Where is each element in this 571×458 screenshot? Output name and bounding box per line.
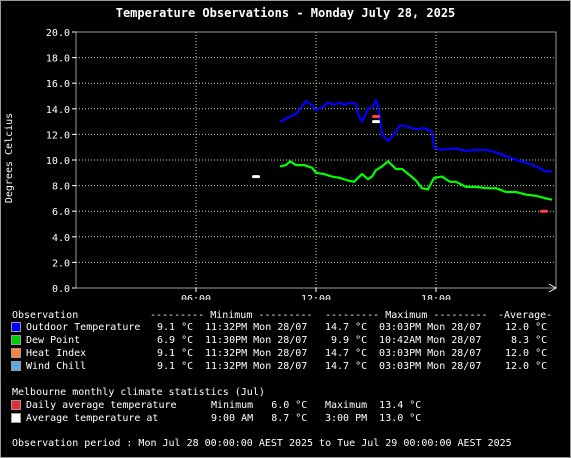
heat-index-swatch	[11, 348, 21, 358]
stats-avg: 8.3 °C	[511, 335, 548, 346]
outdoor-temperature-swatch	[11, 322, 21, 332]
stats-max: 14.7 °C	[325, 348, 368, 359]
y-tick-label: 4.0	[52, 233, 70, 244]
stats-label: Dew Point	[26, 335, 81, 346]
stats-min: 9.1 °C	[157, 322, 194, 333]
climate-heading: Melbourne monthly climate statistics (Ju…	[12, 387, 265, 398]
y-tick-label: 8.0	[52, 182, 70, 193]
dew-point-swatch	[11, 335, 21, 345]
stats-label: Wind Chill	[26, 361, 87, 372]
stats-min: 6.9 °C	[157, 335, 194, 346]
stats-max-time: 10:42AM Mon 28/07	[379, 335, 482, 346]
maximum-header: --------- Maximum ---------	[325, 310, 488, 321]
climate-label: Daily average temperature	[26, 400, 177, 411]
stats-avg: 12.0 °C	[505, 322, 548, 333]
minimum-header: --------- Minimum ---------	[150, 310, 313, 321]
climate-value-b: 3:00 PM 13.0 °C	[325, 413, 422, 424]
stats-avg: 12.0 °C	[505, 348, 548, 359]
stats-min-time: 11:30PM Mon 28/07	[205, 335, 308, 346]
y-tick-label: 12.0	[46, 130, 70, 141]
x-axis-arrow	[548, 283, 558, 293]
stats-min-time: 11:32PM Mon 28/07	[205, 322, 308, 333]
stats-max-time: 03:03PM Mon 28/07	[379, 348, 482, 359]
x-tick-label: 12:00	[301, 294, 331, 300]
stats-max: 14.7 °C	[325, 322, 368, 333]
x-tick-label: 18:00	[421, 294, 451, 300]
stats-max: 14.7 °C	[325, 361, 368, 372]
stats-min-time: 11:32PM Mon 28/07	[205, 361, 308, 372]
y-tick-label: 6.0	[52, 207, 70, 218]
x-tick-label: 06:00	[181, 294, 211, 300]
temperature-plot: 0.0 2.0 4.0 6.0 8.0 10.0 12.0 14.0 16.0 18.0 20.0 0…	[46, 28, 558, 300]
stats-label: Heat Index	[26, 348, 87, 359]
y-tick-label: 18.0	[46, 54, 70, 65]
stats-min: 9.1 °C	[157, 361, 194, 372]
stats-max: 9.9 °C	[331, 335, 368, 346]
climate-marker	[372, 120, 380, 124]
climate-marker	[252, 175, 260, 179]
climate-value-a: Minimum 6.0 °C	[211, 400, 308, 411]
y-tick-label: 20.0	[46, 28, 70, 39]
climate-marker	[540, 209, 548, 213]
y-tick-label: 10.0	[46, 156, 70, 167]
climate-value-a: 9:00 AM 8.7 °C	[211, 413, 308, 424]
stats-max-time: 03:03PM Mon 28/07	[379, 361, 482, 372]
daily-average-swatch	[11, 400, 21, 410]
stats-min: 9.1 °C	[157, 348, 194, 359]
climate-marker	[372, 114, 380, 118]
stats-label: Outdoor Temperature	[26, 322, 141, 333]
series-line-outdoor-temperature	[279, 98, 552, 173]
stats-avg: 12.0 °C	[505, 361, 548, 372]
stats-min-time: 11:32PM Mon 28/07	[205, 348, 308, 359]
observation-period: Observation period : Mon Jul 28 00:00:00…	[12, 438, 512, 449]
y-tick-label: 14.0	[46, 105, 70, 116]
y-tick-label: 0.0	[52, 284, 70, 295]
climate-value-b: Maximum 13.4 °C	[325, 400, 422, 411]
observation-header: Observation	[12, 310, 79, 321]
wind-chill-swatch	[11, 361, 21, 371]
stats-max-time: 03:03PM Mon 28/07	[379, 322, 482, 333]
series-line-dew-point	[279, 160, 553, 201]
average-header: -Average-	[498, 310, 553, 321]
climate-label: Average temperature at	[26, 413, 159, 424]
chart-title: Temperature Observations - Monday July 2…	[115, 6, 456, 20]
average-at-swatch	[11, 413, 21, 423]
y-tick-label: 16.0	[46, 79, 70, 90]
y-tick-label: 2.0	[52, 258, 70, 269]
